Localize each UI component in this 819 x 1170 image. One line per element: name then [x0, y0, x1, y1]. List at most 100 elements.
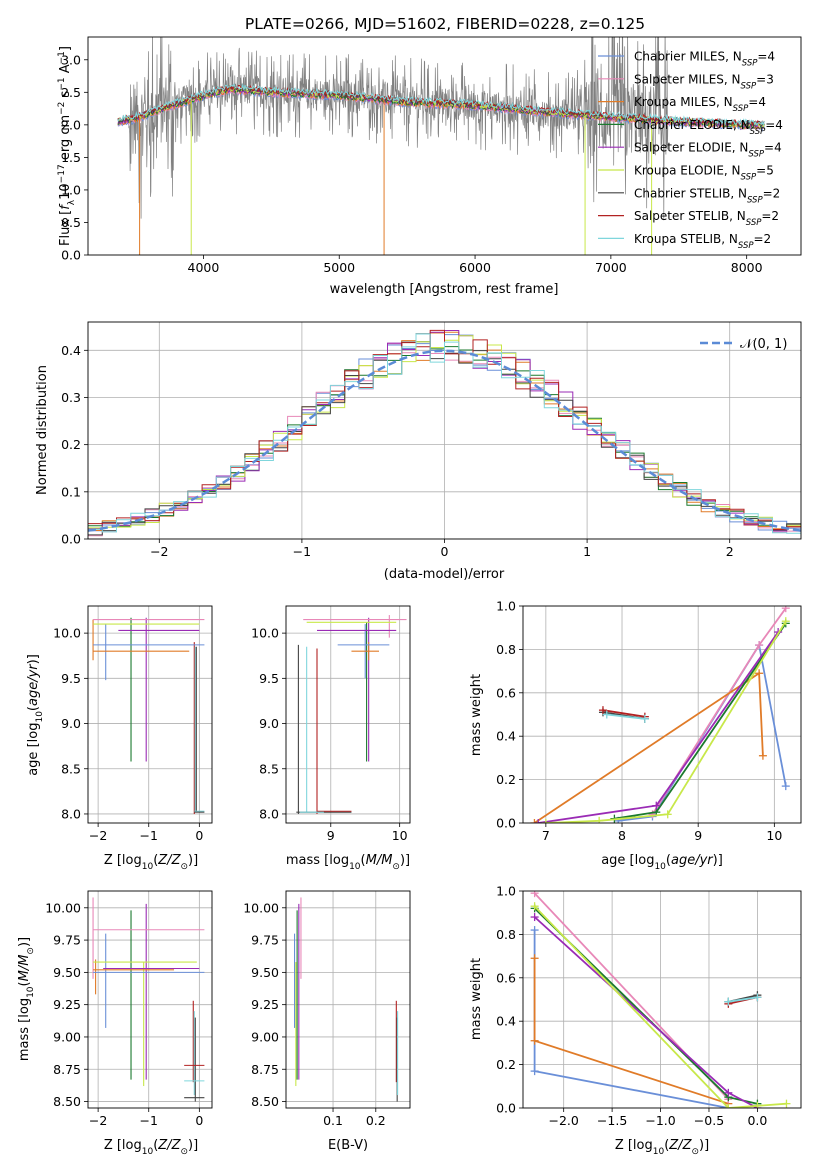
y-tick-label: 1.5 — [61, 150, 81, 165]
x-axis-label-part: mass [log — [286, 853, 349, 868]
series-marker — [640, 714, 649, 723]
y-axis-label-part: s — [58, 90, 73, 101]
y-tick-label: 0.3 — [61, 390, 81, 405]
y-axis-label: mass [log10(M/M⊙)] — [17, 937, 36, 1061]
x-axis-label-part: ⊙ — [180, 1147, 188, 1157]
y-axis-label-part: )] — [17, 937, 32, 947]
x-axis-label-part: 10 — [654, 862, 666, 872]
series-marker — [781, 617, 790, 626]
x-axis-label-part: )] — [400, 853, 410, 868]
x-axis-label-part: ( — [664, 1138, 669, 1153]
x-axis-label-part: )] — [713, 853, 723, 868]
panel-mass-vs-EBV: 0.1 0.2 8.50 8.75 9.00 9.25 9.50 9.75 10.00 — [243, 890, 411, 1128]
x-tick-label: −2 — [150, 544, 168, 559]
series-marker — [782, 1099, 791, 1108]
series-marker — [530, 902, 539, 911]
y-tick-label: 8.50 — [251, 1094, 279, 1109]
x-axis-label: Z [log10(Z/Z⊙)] — [104, 1138, 198, 1157]
panel-spectrum: 4000 5000 6000 7000 8000 0.0 0.5 1.0 1.5 2.0 2.5 3.… — [61, 36, 802, 275]
y-axis-label: Normed distribution — [35, 365, 50, 495]
y-axis-label-part: −2 — [57, 102, 67, 115]
legend-label: Chabrier STELIB, NSSP=2 — [634, 186, 780, 205]
y-tick-label: 0.6 — [496, 685, 516, 700]
x-tick-label: −1 — [140, 828, 158, 843]
y-tick-label: 9.75 — [251, 933, 279, 948]
series-marker — [530, 926, 539, 935]
y-axis-label-part: Flux [ — [58, 210, 73, 246]
legend-label: Kroupa ELODIE, NSSP=5 — [634, 164, 774, 183]
legend-label-count: =5 — [756, 164, 774, 178]
x-axis-label-part: 10 — [349, 862, 361, 872]
y-tick-label: 0.8 — [496, 927, 516, 942]
plot-area — [286, 606, 410, 823]
y-axis-label-part: 10 — [58, 183, 73, 200]
legend-label-name: Kroupa STELIB, N — [634, 232, 738, 246]
panel-massweight-vs-age: 7 8 9 10 0.0 0.2 0.4 0.6 0.8 1.0 — [496, 599, 802, 843]
y-tick-label: 9.25 — [53, 997, 81, 1012]
y-axis-label: Flux [fλ10−17 erg cm−2 s−1 A−1] — [57, 46, 77, 246]
y-axis-label-part: M/M — [17, 955, 32, 982]
series-line-salpeter-elodie — [538, 631, 779, 823]
axes-frame — [87, 36, 802, 256]
legend-label-name: Kroupa ELODIE, N — [634, 164, 741, 178]
x-axis-label-part: 10 — [142, 862, 154, 872]
axes-frame — [285, 605, 411, 824]
x-tick-label: −1 — [293, 544, 311, 559]
legend-label-sub: SSP — [748, 150, 764, 160]
series-line-chabrier-elodie — [533, 907, 758, 1105]
x-tick-label: 0.2 — [366, 1113, 386, 1128]
y-tick-label: 0.0 — [61, 248, 81, 263]
legend-label: Salpeter ELODIE, NSSP=4 — [634, 141, 782, 160]
x-tick-label: −2 — [89, 1113, 107, 1128]
y-tick-label: 0.5 — [61, 215, 81, 230]
legend-label-sub: SSP — [742, 59, 758, 69]
x-axis-label-part: )] — [188, 1138, 198, 1153]
x-axis-label: wavelength [Angstrom, rest frame] — [330, 282, 559, 297]
x-tick-label: 0 — [195, 1113, 203, 1128]
y-tick-label: 0.0 — [496, 816, 516, 831]
series-marker — [541, 819, 550, 823]
x-tick-label: −2 — [89, 828, 107, 843]
x-tick-label: 0.0 — [747, 1113, 767, 1128]
panel-massweight-vs-Z: −2.0 −1.5 −1.0 −0.5 0.0 0.0 0.2 0.4 0.6 0.8 1.0 — [496, 884, 802, 1128]
axes-frame — [87, 321, 802, 540]
y-tick-label: 9.0 — [259, 716, 279, 731]
model-spectrum-kroupa-stelib — [117, 82, 765, 127]
plot-area — [523, 891, 801, 1108]
y-tick-label: 0.0 — [61, 532, 81, 547]
x-tick-label: −1 — [140, 1113, 158, 1128]
series-line-chabrier-miles — [618, 642, 787, 822]
legend-label-name: Chabrier ELODIE, N — [634, 118, 750, 132]
normal-reference-curve — [88, 349, 801, 532]
y-tick-label: 9.75 — [53, 933, 81, 948]
y-tick-label: 0.2 — [496, 772, 516, 787]
y-axis-label-part: A — [58, 64, 73, 77]
legend-label-count: =2 — [754, 232, 772, 246]
x-axis-label-part: ⊙ — [180, 862, 188, 872]
y-tick-label: 3.0 — [61, 52, 81, 67]
y-tick-label: 10.00 — [243, 900, 279, 915]
x-tick-label: −2.0 — [549, 1113, 579, 1128]
y-axis-label-part: −1 — [57, 77, 67, 90]
legend-label: Chabrier MILES, NSSP=4 — [634, 50, 775, 69]
panel-age-vs-Z: −2 −1 0 8.0 8.5 9.0 9.5 10.0 — [53, 605, 213, 843]
x-axis-label: mass [log10(M/M⊙)] — [286, 853, 410, 872]
y-tick-label: 8.50 — [53, 1094, 81, 1109]
reference-legend-label: 𝒩(0, 1) — [740, 337, 787, 352]
series-marker — [724, 1104, 733, 1108]
legend-label: Chabrier ELODIE, NSSP=4 — [634, 118, 783, 137]
legend-label: Salpeter MILES, NSSP=3 — [634, 72, 774, 91]
y-axis-label-part: )] — [26, 654, 41, 664]
axes-frame — [87, 890, 213, 1109]
y-tick-label: 9.00 — [53, 1029, 81, 1044]
y-axis-label-part: age [log — [26, 723, 41, 776]
x-tick-label: 7 — [542, 828, 550, 843]
axes-frame — [522, 890, 802, 1109]
series-line-kroupa-stelib — [606, 713, 646, 720]
plot-area — [88, 606, 212, 823]
y-tick-label: 0.2 — [496, 1057, 516, 1072]
series-marker — [530, 1067, 539, 1076]
y-axis-label-part: age/yr — [26, 663, 41, 706]
y-axis-label-part: ( — [17, 981, 32, 986]
x-axis-label-part: ( — [153, 853, 158, 868]
